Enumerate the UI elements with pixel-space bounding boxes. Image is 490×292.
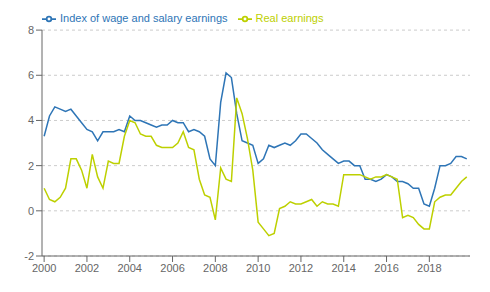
svg-text:2002: 2002 (75, 262, 99, 274)
svg-text:2014: 2014 (331, 262, 355, 274)
html-text:Index of wage and salary earni: Index of wage and salary earnings (60, 12, 228, 24)
svg-text:2016: 2016 (374, 262, 398, 274)
svg-text:2: 2 (28, 160, 34, 172)
svg-text:2000: 2000 (32, 262, 56, 274)
svg-text:2004: 2004 (117, 262, 141, 274)
svg-text:2010: 2010 (246, 262, 270, 274)
svg-text:2012: 2012 (289, 262, 313, 274)
svg-text:8: 8 (28, 24, 34, 36)
svg-text:2006: 2006 (160, 262, 184, 274)
svg-text:-2: -2 (24, 250, 34, 262)
svg-text:4: 4 (28, 114, 34, 126)
svg-text:2008: 2008 (203, 262, 227, 274)
svg-text:0: 0 (28, 205, 34, 217)
html-text:Real earnings: Real earnings (255, 12, 324, 24)
svg-text:2018: 2018 (417, 262, 441, 274)
svg-text:6: 6 (28, 69, 34, 81)
